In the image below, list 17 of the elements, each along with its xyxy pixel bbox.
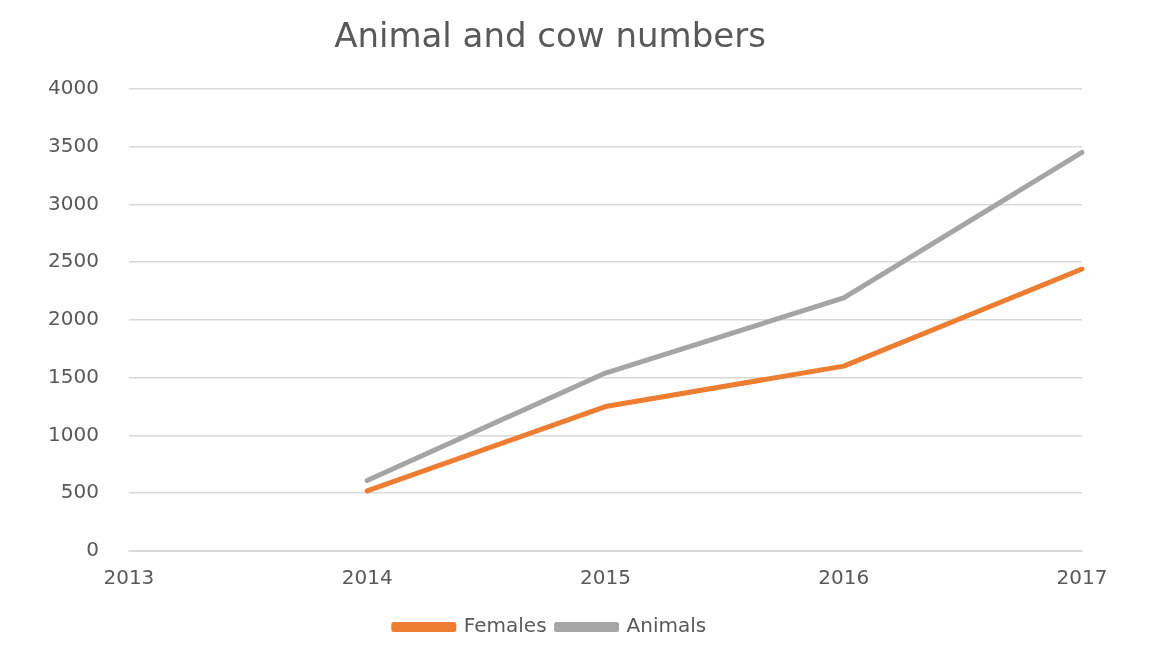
y-tick-label: 3500	[47, 132, 99, 157]
legend-label: Animals	[626, 613, 707, 638]
y-tick-label: 3000	[47, 190, 99, 215]
y-tick-label: 1500	[47, 363, 99, 388]
x-tick-label: 2014	[341, 565, 393, 590]
y-tick-label: 2500	[47, 248, 99, 273]
x-tick-label: 2017	[1056, 565, 1108, 590]
y-tick-label: 4000	[47, 75, 99, 99]
x-tick-label: 2013	[103, 565, 155, 590]
legend-label: Females	[463, 613, 547, 638]
y-tick-label: 500	[60, 479, 99, 504]
chart-title: Animal and cow numbers	[334, 15, 766, 56]
x-tick-label: 2016	[818, 565, 870, 590]
y-tick-label: 1000	[47, 421, 99, 446]
y-tick-label: 0	[86, 537, 99, 562]
y-tick-label: 2000	[47, 306, 99, 331]
x-tick-label: 2015	[580, 565, 631, 590]
